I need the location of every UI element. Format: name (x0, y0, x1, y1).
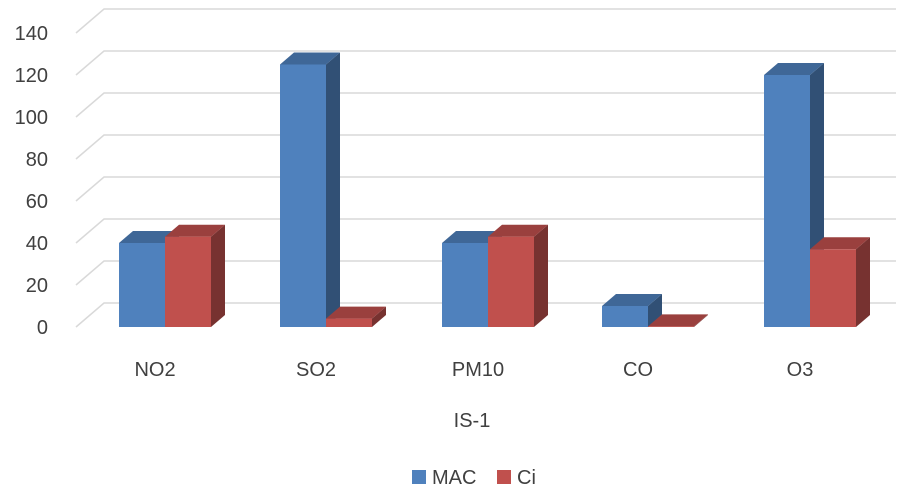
x-axis-title: IS-1 (454, 410, 491, 432)
x-axis-categories: NO2 SO2 PM10 CO O3 (134, 359, 813, 381)
legend: MAC Ci (412, 467, 536, 489)
y-tick-label: 80 (26, 149, 48, 171)
x-category-label: SO2 (296, 359, 336, 381)
y-tick-label: 60 (26, 191, 48, 213)
bars (119, 52, 870, 327)
gridline (75, 92, 896, 118)
y-axis-ticks: 0 20 40 60 80 100 120 140 (15, 23, 48, 339)
gridline (75, 8, 896, 34)
bar-ci-o3 (810, 237, 870, 327)
legend-swatch (412, 470, 426, 484)
legend-item-ci: Ci (497, 467, 536, 489)
legend-swatch (497, 470, 511, 484)
bar-ci-no2 (165, 224, 225, 327)
x-category-label: O3 (787, 359, 814, 381)
y-tick-label: 20 (26, 275, 48, 297)
gridline (75, 260, 896, 286)
x-category-label: NO2 (134, 359, 175, 381)
bar-mac-co (602, 294, 662, 327)
gridline (75, 218, 896, 244)
y-tick-label: 0 (37, 317, 48, 339)
gridline (75, 176, 896, 202)
legend-item-mac: MAC (412, 467, 476, 489)
bar-ci-pm10 (488, 224, 548, 327)
x-category-label: PM10 (452, 359, 504, 381)
y-tick-label: 140 (15, 23, 48, 45)
bar-ci-so2 (326, 306, 386, 327)
legend-label: MAC (432, 467, 476, 489)
gridline (75, 134, 896, 160)
y-tick-label: 40 (26, 233, 48, 255)
y-tick-label: 120 (15, 65, 48, 87)
gridline (75, 50, 896, 76)
legend-label: Ci (517, 467, 536, 489)
y-tick-label: 100 (15, 107, 48, 129)
gridlines (75, 8, 896, 328)
bar-mac-so2 (280, 52, 340, 327)
x-category-label: CO (623, 359, 653, 381)
bar-ci-co (648, 314, 708, 327)
